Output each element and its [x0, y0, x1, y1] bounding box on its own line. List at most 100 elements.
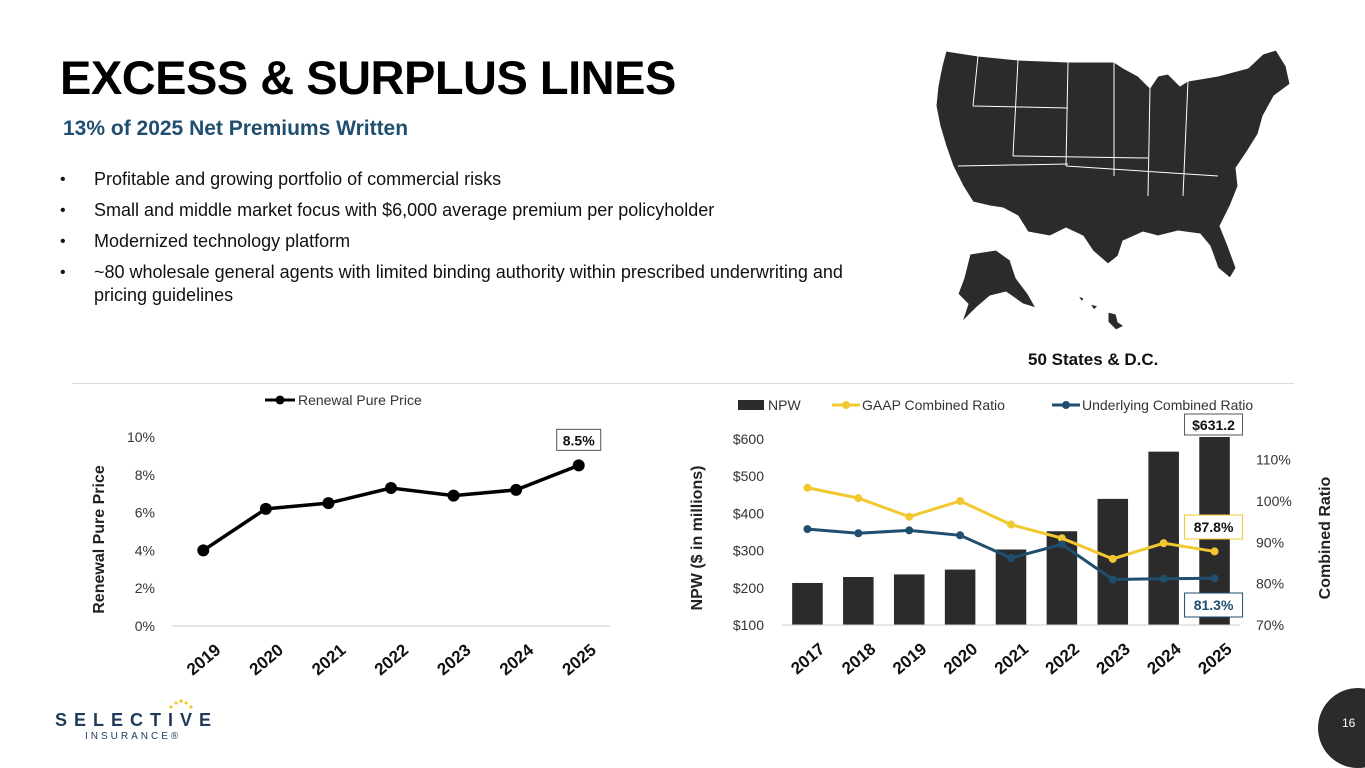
data-label-npw: $631.2 — [1192, 417, 1235, 433]
data-point-gaap — [905, 512, 914, 521]
y-tick-label: $300 — [733, 543, 764, 559]
logo-subtext: INSURANCE® — [85, 731, 182, 742]
y-axis-title: NPW ($ in millions) — [689, 466, 706, 611]
data-label: 8.5% — [563, 432, 595, 448]
data-point-underlying — [905, 526, 914, 535]
x-tick-label: 2025 — [1194, 639, 1235, 678]
data-point-renewal — [572, 459, 585, 472]
data-label-box-underlying — [1184, 592, 1244, 618]
bar-npw — [792, 582, 823, 625]
x-tick-label: 2022 — [1042, 639, 1083, 678]
series-line-renewal — [202, 463, 580, 552]
y-tick-label: 0% — [135, 618, 155, 634]
x-tick-label: 2018 — [838, 639, 879, 678]
bar-npw — [843, 577, 874, 625]
x-tick-label: 2019 — [183, 640, 224, 679]
bullet-item: Modernized technology platform — [60, 230, 860, 253]
data-label-box-npw — [1184, 413, 1244, 436]
logo-wordmark: SELECTIVE — [55, 710, 219, 730]
map-caption: 50 States & D.C. — [1028, 350, 1159, 369]
legend-label-npw: NPW — [768, 397, 801, 413]
bar-npw — [893, 574, 925, 625]
bullet-list: Profitable and growing portfolio of comm… — [60, 168, 860, 315]
renewal-pure-price-chart: Renewal Pure Price 0% 2% 4% 6% 8% 10% Renewal P… — [91, 392, 610, 679]
data-point-renewal — [447, 489, 460, 502]
data-label-box — [556, 428, 602, 451]
data-point-renewal — [385, 482, 397, 495]
bar-npw — [995, 549, 1027, 625]
legend-swatch-npw — [738, 400, 764, 410]
section-divider — [72, 383, 1294, 384]
x-tick-label: 2020 — [246, 640, 287, 679]
y2-axis-title: Combined Ratio — [1317, 476, 1334, 599]
y-tick-label: 8% — [135, 467, 155, 483]
data-point-renewal — [510, 483, 523, 496]
npw-combined-ratio-chart: NPW GAAP Combined Ratio Underlying Combine… — [689, 397, 1334, 678]
data-point-underlying — [854, 529, 863, 538]
legend-marker-underlying — [1062, 401, 1070, 409]
data-label-underlying: 81.3% — [1194, 597, 1234, 613]
x-tick-label: 2023 — [433, 640, 474, 679]
data-point-gaap — [956, 497, 965, 505]
y2-tick-label: 80% — [1256, 576, 1284, 592]
data-point-renewal — [197, 544, 210, 557]
hawaii-shape — [1076, 295, 1125, 331]
legend-label-underlying: Underlying Combined Ratio — [1082, 397, 1253, 413]
data-point-renewal — [322, 497, 335, 510]
data-point-gaap — [1057, 534, 1066, 543]
bullet-item: Small and middle market focus with $6,00… — [60, 199, 860, 222]
data-point-underlying — [956, 531, 965, 540]
y-tick-label: 6% — [135, 505, 155, 521]
y2-tick-label: 90% — [1256, 534, 1284, 550]
data-point-underlying — [1159, 574, 1168, 583]
bullet-item: Profitable and growing portfolio of comm… — [60, 168, 860, 191]
bar-npw — [944, 569, 976, 625]
legend-marker-gaap — [842, 401, 850, 409]
x-tick-label: 2023 — [1093, 639, 1134, 678]
y-axis-title: Renewal Pure Price — [91, 465, 108, 614]
page-title: EXCESS & SURPLUS LINES — [60, 51, 676, 104]
x-tick-label: 2021 — [991, 639, 1032, 678]
x-tick-label: 2019 — [889, 639, 930, 678]
data-point-gaap — [803, 483, 812, 492]
bullet-item: ~80 wholesale general agents with limite… — [60, 261, 860, 307]
x-tick-label: 2022 — [371, 640, 412, 679]
page-number-badge: 16 — [1318, 688, 1365, 768]
y2-tick-label: 100% — [1256, 493, 1292, 509]
contiguous-us-shape — [935, 49, 1291, 279]
alaska-shape — [957, 249, 1038, 323]
data-point-underlying — [1057, 540, 1066, 549]
data-point-gaap — [854, 494, 863, 503]
page-number: 16 — [1342, 716, 1356, 730]
y-tick-label: 10% — [127, 429, 155, 445]
data-label-gaap: 87.8% — [1194, 519, 1234, 535]
x-tick-label: 2024 — [1144, 639, 1186, 678]
data-point-underlying — [1108, 575, 1117, 584]
data-point-gaap — [1108, 554, 1117, 563]
data-point-gaap — [1007, 520, 1015, 529]
y-tick-label: $200 — [733, 580, 764, 596]
y-tick-label: $500 — [733, 468, 764, 484]
logo-dots-icon — [169, 699, 193, 709]
y-tick-label: $100 — [733, 617, 764, 633]
x-tick-label: 2025 — [559, 640, 600, 679]
y-tick-label: $400 — [733, 505, 764, 521]
legend-label-gaap: GAAP Combined Ratio — [862, 397, 1005, 413]
y-tick-label: $600 — [733, 431, 764, 447]
legend-marker-renewal — [275, 395, 285, 405]
x-tick-label: 2024 — [496, 640, 538, 679]
y-tick-label: 4% — [135, 542, 155, 558]
data-point-underlying — [1007, 554, 1015, 563]
data-point-gaap — [1210, 547, 1219, 556]
data-point-underlying — [1210, 574, 1219, 583]
y2-tick-label: 110% — [1256, 452, 1291, 468]
legend-label-renewal: Renewal Pure Price — [298, 392, 422, 408]
selective-logo: SELECTIVE INSURANCE® — [55, 698, 215, 746]
y-tick-label: 2% — [135, 580, 155, 596]
bar-npw — [1148, 451, 1179, 625]
data-point-underlying — [803, 525, 812, 534]
us-map — [918, 46, 1298, 336]
data-point-renewal — [259, 502, 272, 515]
x-tick-label: 2021 — [308, 640, 349, 679]
page-subtitle: 13% of 2025 Net Premiums Written — [63, 117, 409, 140]
